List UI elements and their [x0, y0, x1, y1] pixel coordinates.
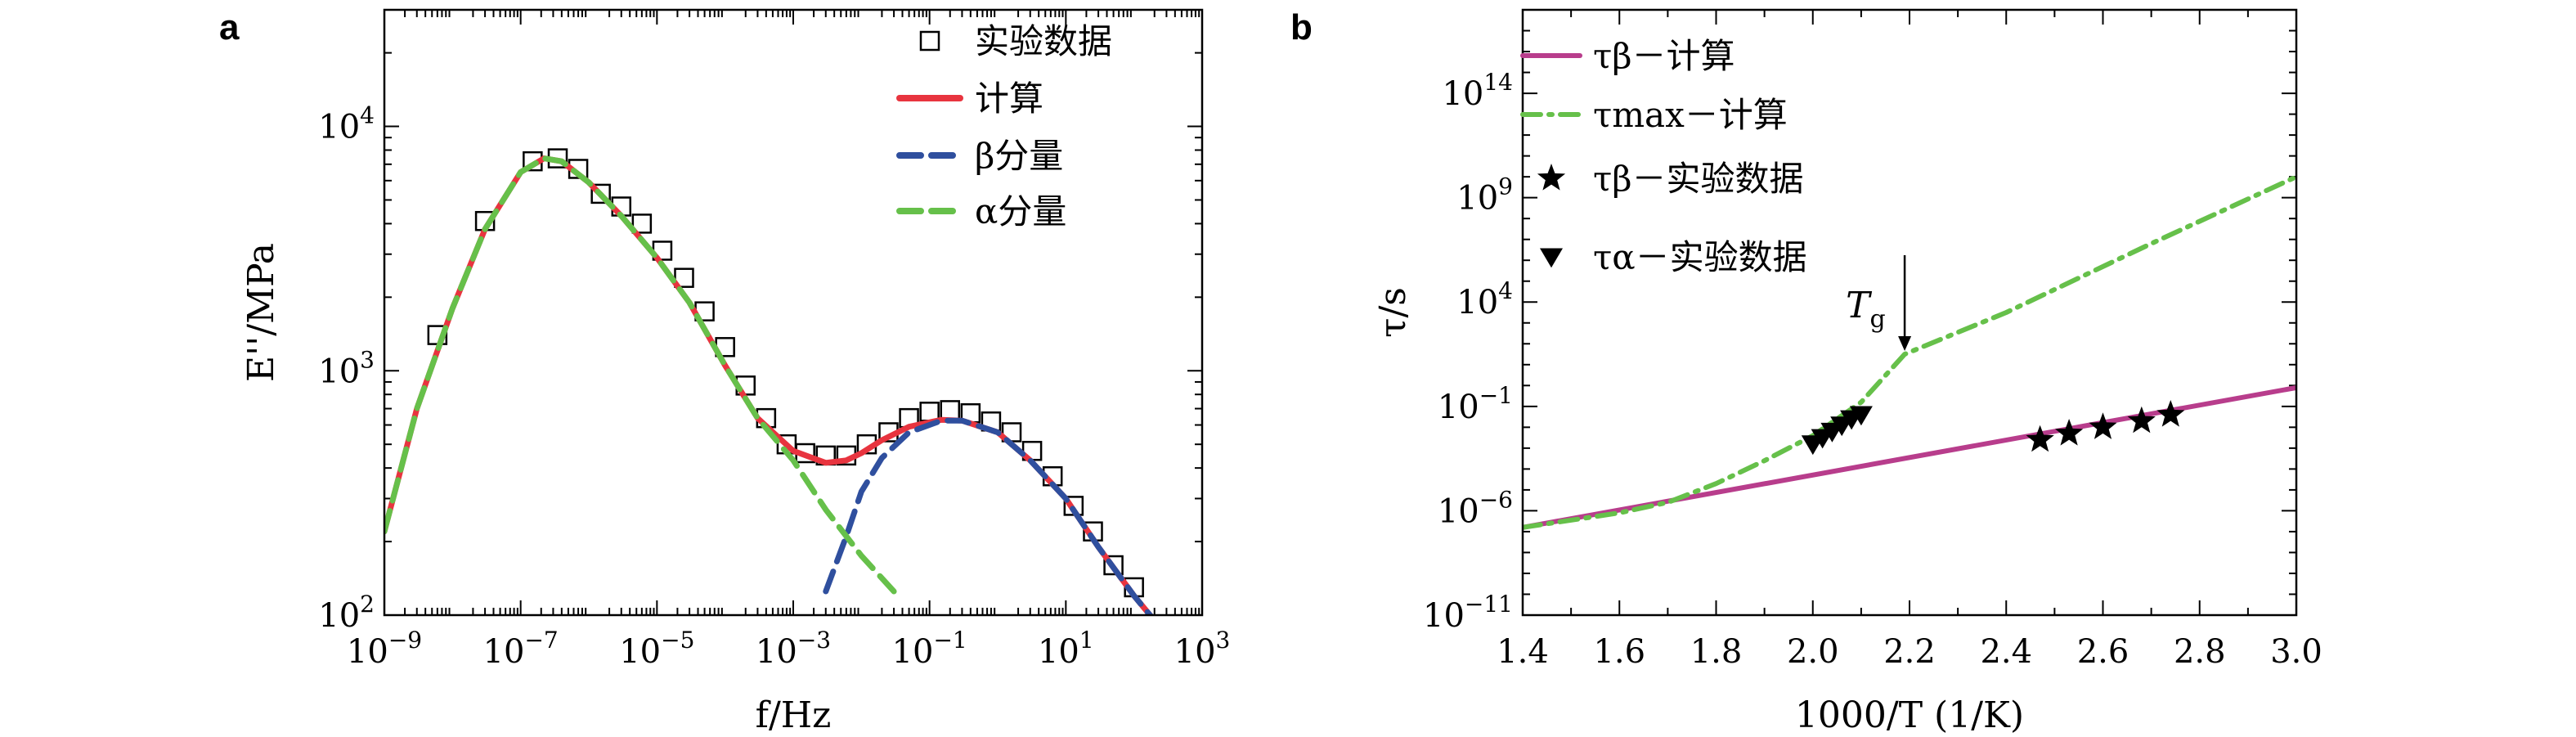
panel-b: b 1.4 1.6 1.8 2.0 2.2 2.4 2.6 2.8 3.0 10−11 10−6 10…: [1290, 7, 2322, 736]
star-point: [2089, 412, 2117, 439]
legend-marker: [1540, 248, 1563, 268]
legend-label: 计算: [975, 79, 1043, 119]
star-point: [2055, 419, 2084, 446]
x-axis-label: f/Hz: [756, 694, 832, 736]
x-tick-label: 2.2: [1883, 633, 1936, 671]
y-tick-label: 104: [1456, 277, 1513, 321]
legend-marker: [1537, 164, 1566, 191]
data-point: [631, 213, 653, 234]
x-tick-label: 1.6: [1593, 633, 1645, 671]
data-point: [919, 402, 940, 422]
x-tick-label: 1.4: [1497, 633, 1549, 671]
y-tick-label: 104: [318, 102, 375, 146]
panel-b-tag: b: [1290, 7, 1313, 47]
y-tick-label: 1014: [1442, 69, 1513, 113]
series-line-3: [384, 155, 897, 595]
series-line-2: [823, 417, 1154, 615]
plot-area-a: [384, 148, 1154, 615]
y-axis-label: τ/s: [1372, 287, 1414, 338]
data-point: [940, 400, 961, 420]
x-tick-label: 10−3: [756, 627, 831, 671]
legend-label: τβ－计算: [1593, 36, 1735, 76]
data-point: [1103, 555, 1124, 576]
x-tick-label: 10−9: [347, 627, 422, 671]
y-tick-label: 10−6: [1438, 486, 1513, 530]
legend-marker: [919, 30, 940, 52]
tg-arrow-head: [1898, 336, 1912, 352]
x-tick-label: 2.6: [2077, 633, 2129, 671]
x-tick-label: 10−7: [483, 627, 559, 671]
y-axis-label: E''/MPa: [240, 243, 282, 382]
x-tick-label: 2.4: [1980, 633, 2032, 671]
x-tick-label: 3.0: [2270, 633, 2322, 671]
legend-label: 实验数据: [975, 21, 1112, 61]
x-tick-label: 2.0: [1787, 633, 1839, 671]
y-tick-label: 10−11: [1423, 591, 1513, 635]
star-point: [2156, 400, 2185, 427]
legend-label: τβ－实验数据: [1593, 159, 1804, 199]
legend-label: β分量: [975, 136, 1063, 176]
legend-b: τβ－计算 τmax－计算 τβ－实验数据 τα－实验数据: [1520, 36, 1807, 277]
legend-label: τα－实验数据: [1593, 237, 1807, 277]
tg-label: Tg: [1846, 285, 1886, 334]
plot-area-b: [1523, 174, 2296, 530]
plot-frame-b: [1521, 8, 2298, 617]
x-tick-label: 101: [1038, 627, 1094, 671]
star-point: [2026, 425, 2054, 452]
x-tick-label: 10−5: [619, 627, 694, 671]
panel-a: a 10−9 10−7 10−5 10−3 10−1 101 103 102 103 104 f/H…: [219, 7, 1230, 736]
series-line-1: [1523, 174, 2296, 530]
data-point: [590, 183, 611, 204]
x-axis-label: 1000/T (1/K): [1795, 694, 2024, 736]
legend-label: α分量: [975, 191, 1066, 231]
x-tick-label: 103: [1174, 627, 1231, 671]
y-tick-label: 109: [1456, 173, 1513, 218]
y-tick-label: 10−1: [1438, 382, 1513, 426]
x-tick-label: 10−1: [892, 627, 967, 671]
panel-a-tag: a: [219, 7, 240, 47]
legend-label: τmax－计算: [1593, 95, 1788, 135]
star-point: [2127, 406, 2156, 434]
data-point: [674, 267, 694, 288]
plot-frame-a: [383, 8, 1204, 617]
y-tick-label: 103: [318, 346, 375, 390]
x-tick-label: 2.8: [2174, 633, 2226, 671]
y-tick-label: 102: [318, 591, 375, 635]
triangle-point: [1849, 406, 1873, 426]
x-tick-label: 1.8: [1690, 633, 1743, 671]
